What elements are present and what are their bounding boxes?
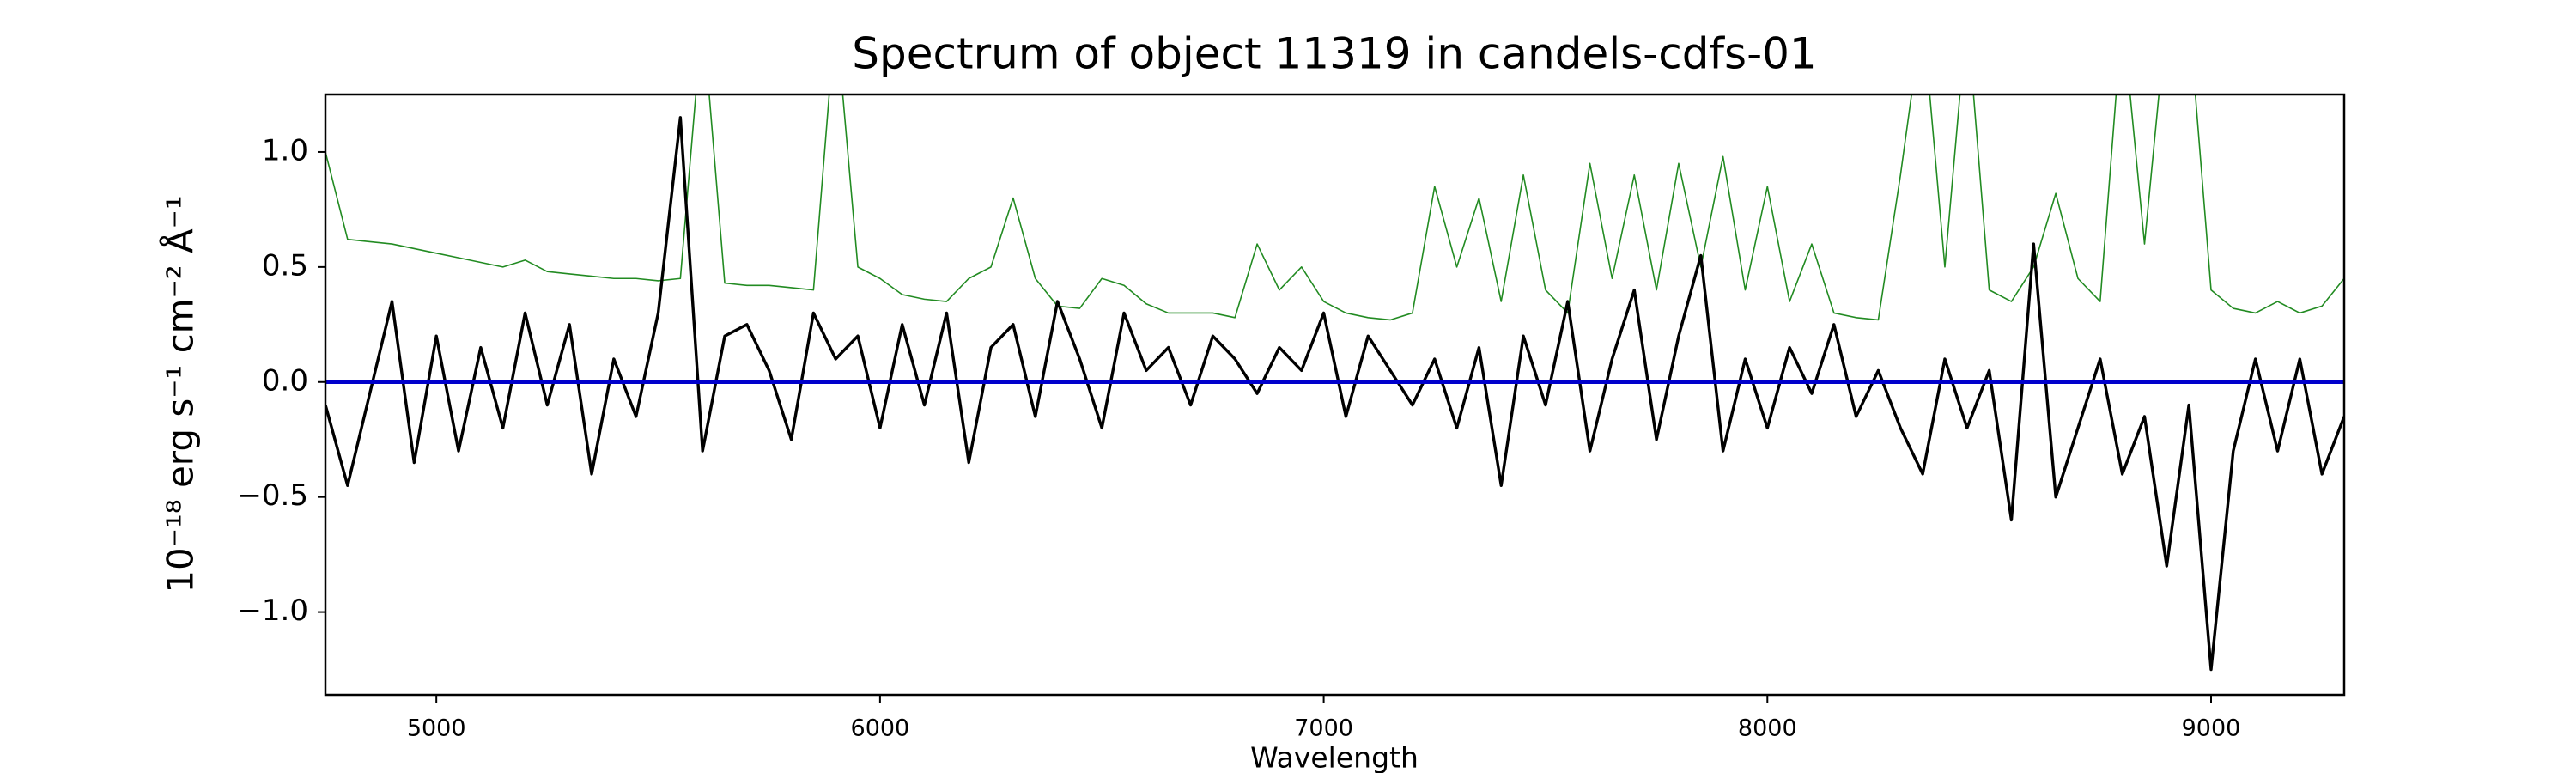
y-tick-label: 1.0 [262,133,308,167]
y-tick-label: 0.0 [262,363,308,398]
plot-frame [324,93,2346,697]
spectrum-line [325,116,2344,672]
y-tick-label: −1.0 [237,593,308,628]
x-tick-label: 9000 [2182,715,2241,742]
x-tick-label: 7000 [1294,715,1353,742]
y-tick-label: 0.5 [262,248,308,283]
x-tick-label: 5000 [407,715,466,742]
plot-area [325,94,2344,672]
x-tick-label: 8000 [1738,715,1797,742]
chart-title: Spectrum of object 11319 in candels-cdfs… [852,29,1817,79]
y-axis-label: 10⁻¹⁸ erg s⁻¹ cm⁻² Å⁻¹ [159,195,202,593]
x-tick-label: 6000 [851,715,910,742]
y-tick-label: −0.5 [237,478,308,513]
x-axis-label: Wavelength [1250,741,1419,773]
